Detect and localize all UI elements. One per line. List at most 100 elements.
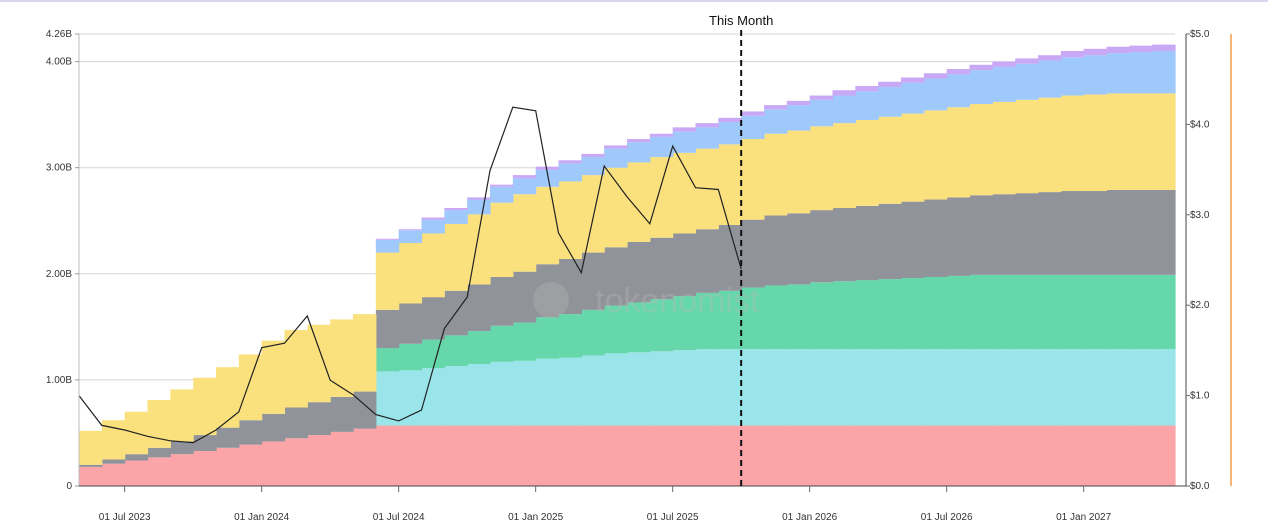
area-step xyxy=(627,425,651,486)
y-right-tick-label: $1.0 xyxy=(1190,391,1210,402)
area-step xyxy=(1106,93,1130,190)
area-step xyxy=(946,197,971,276)
area-step xyxy=(969,425,993,486)
area-step xyxy=(1060,425,1085,486)
watermark-logo-icon xyxy=(533,282,569,318)
area-step xyxy=(193,435,217,451)
area-step xyxy=(1152,425,1176,486)
area-step xyxy=(512,425,537,486)
area-step xyxy=(1106,53,1130,94)
area-step xyxy=(786,349,811,426)
area-step xyxy=(1038,55,1062,61)
area-step xyxy=(672,127,697,132)
area-step xyxy=(1060,50,1085,58)
area-step xyxy=(1106,274,1130,350)
x-tick-label: 01 Jan 2024 xyxy=(234,512,289,523)
area-step xyxy=(969,274,993,350)
area-step xyxy=(558,425,582,486)
area-step xyxy=(764,215,788,286)
area-step xyxy=(741,287,765,350)
area-step xyxy=(832,281,856,350)
area-step xyxy=(581,157,605,176)
area-step xyxy=(535,264,560,318)
area-step xyxy=(490,276,514,326)
area-step xyxy=(512,194,537,272)
area-step xyxy=(216,427,240,448)
area-step xyxy=(467,363,491,426)
area-step xyxy=(969,104,993,196)
area-step xyxy=(604,247,628,306)
area-step xyxy=(558,181,582,259)
area-step xyxy=(901,349,925,426)
area-step xyxy=(809,95,834,100)
area-step xyxy=(1015,63,1039,100)
area-step xyxy=(170,389,194,442)
area-step xyxy=(1015,425,1039,486)
area-step xyxy=(1038,349,1062,426)
area-step xyxy=(512,178,537,195)
area-step xyxy=(627,302,651,353)
area-step xyxy=(832,90,856,96)
area-step xyxy=(992,101,1016,195)
area-step xyxy=(101,420,126,460)
area-step xyxy=(421,339,445,369)
area-step xyxy=(946,69,971,75)
area-step xyxy=(764,109,788,134)
area-step xyxy=(992,194,1016,275)
price-line xyxy=(78,106,742,444)
area-step xyxy=(923,110,948,200)
area-step xyxy=(535,186,560,265)
area-step xyxy=(375,348,400,372)
area-step xyxy=(718,224,742,291)
area-step xyxy=(786,425,811,486)
area-step xyxy=(330,431,354,486)
area-step xyxy=(307,402,331,436)
area-step xyxy=(1038,97,1062,193)
y-right-tick-label: $0.0 xyxy=(1190,481,1210,492)
area-step xyxy=(398,229,423,231)
y-left-tick-label: 1.00B xyxy=(46,375,72,386)
area-step xyxy=(923,199,948,277)
area-step xyxy=(992,274,1016,350)
area-step xyxy=(398,303,423,344)
area-step xyxy=(855,91,879,120)
area-step xyxy=(216,367,240,428)
area-step xyxy=(398,230,423,244)
x-tick-label: 01 Jan 2025 xyxy=(508,512,563,523)
area-step xyxy=(901,425,925,486)
area-step xyxy=(421,425,445,486)
stacked-area-series xyxy=(79,44,1176,486)
area-step xyxy=(649,136,674,158)
area-step xyxy=(1106,189,1130,275)
area-step xyxy=(444,210,468,224)
area-step xyxy=(467,199,491,215)
area-step xyxy=(535,425,560,486)
area-step xyxy=(1015,274,1039,350)
area-step xyxy=(147,457,171,486)
area-step xyxy=(490,202,514,277)
area-step xyxy=(444,425,468,486)
area-step xyxy=(809,349,834,426)
area-series-2 xyxy=(375,349,1176,426)
area-step xyxy=(946,107,971,198)
area-step xyxy=(581,309,605,356)
area-step xyxy=(923,425,948,486)
area-step xyxy=(901,82,925,114)
area-step xyxy=(375,309,400,349)
area-step xyxy=(1015,193,1039,275)
area-step xyxy=(535,358,560,426)
area-step xyxy=(512,175,537,179)
area-step xyxy=(1083,191,1108,275)
area-step xyxy=(193,450,217,486)
area-step xyxy=(786,100,811,106)
area-step xyxy=(764,425,788,486)
area-step xyxy=(741,111,765,116)
area-step xyxy=(147,447,171,458)
area-step xyxy=(284,330,308,408)
area-step xyxy=(1083,55,1108,95)
area-step xyxy=(375,239,400,253)
area-step xyxy=(1083,425,1108,486)
area-step xyxy=(878,279,902,350)
area-step xyxy=(649,351,674,426)
